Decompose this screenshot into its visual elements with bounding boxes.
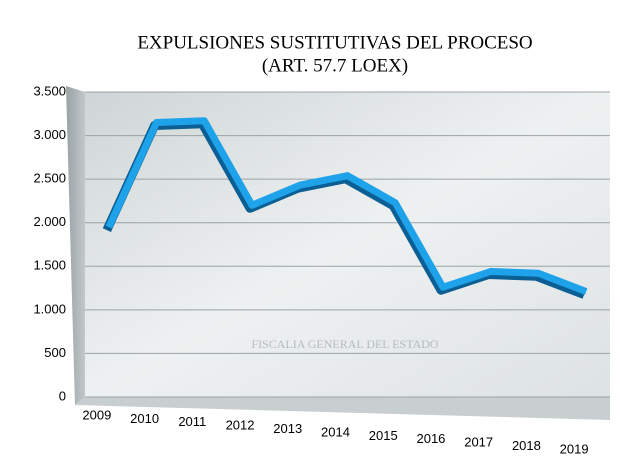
x-tick-label: 2015 <box>369 428 398 443</box>
watermark: FISCALIA GENERAL DEL ESTADO <box>251 337 438 351</box>
x-tick-label: 2009 <box>82 407 111 422</box>
x-tick-label: 2012 <box>226 418 255 433</box>
x-tick-label: 2016 <box>416 431 445 446</box>
line <box>105 117 588 295</box>
y-tick-label: 0 <box>59 388 66 403</box>
x-tick-label: 2014 <box>321 424 350 439</box>
x-tick-label: 2013 <box>273 421 302 436</box>
x-tick-label: 2011 <box>178 414 206 429</box>
y-tick-label: 1.500 <box>33 258 66 273</box>
y-tick-label: 3.500 <box>33 83 66 98</box>
y-tick-label: 2.500 <box>33 171 66 186</box>
chart-title: EXPULSIONES SUSTITUTIVAS DEL PROCESO <box>137 32 532 53</box>
y-tick-label: 3.000 <box>33 127 66 142</box>
x-tick-label: 2018 <box>512 438 541 453</box>
x-tick-label: 2017 <box>464 435 493 450</box>
floor <box>75 397 610 420</box>
x-tick-label: 2019 <box>560 441 589 456</box>
y-tick-label: 500 <box>44 345 66 360</box>
y-tick-label: 2.000 <box>33 214 66 229</box>
side-wall <box>66 86 85 405</box>
plot-wall <box>85 92 610 397</box>
x-tick-label: 2010 <box>130 411 159 426</box>
chart-subtitle: (ART. 57.7 LOEX) <box>262 55 408 76</box>
y-tick-label: 1.000 <box>33 301 66 316</box>
